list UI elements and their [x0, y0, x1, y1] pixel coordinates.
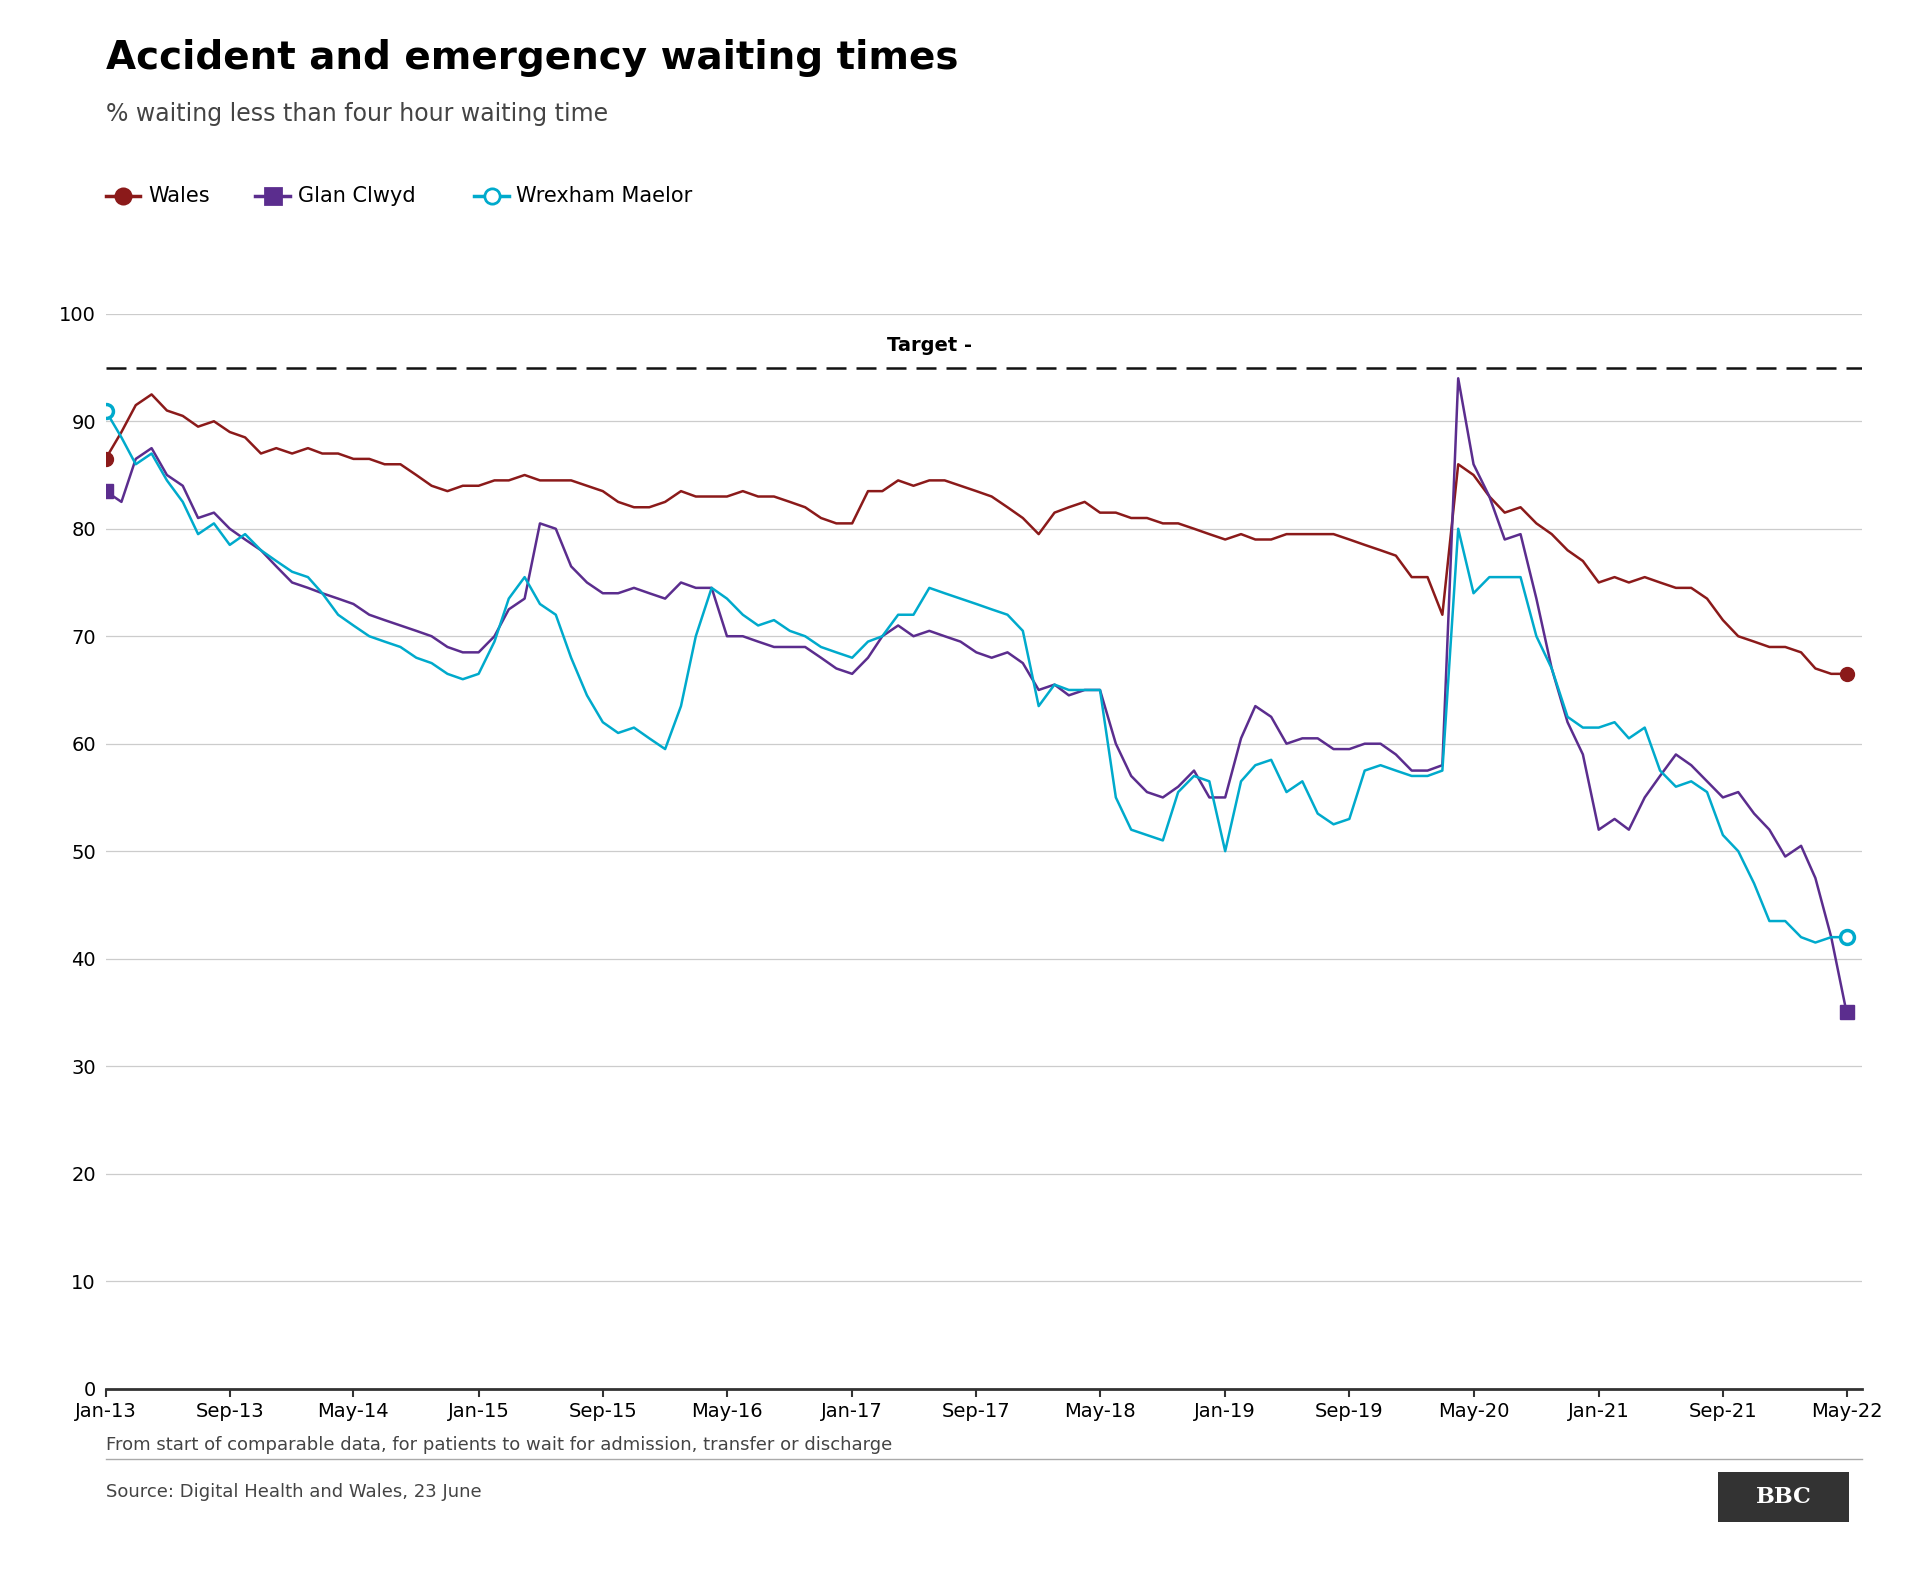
Text: Accident and emergency waiting times: Accident and emergency waiting times [106, 39, 958, 77]
Text: Wales: Wales [148, 187, 209, 206]
Text: From start of comparable data, for patients to wait for admission, transfer or d: From start of comparable data, for patie… [106, 1436, 893, 1453]
Text: Source: Digital Health and Wales, 23 June: Source: Digital Health and Wales, 23 Jun… [106, 1483, 482, 1500]
Text: BBC: BBC [1755, 1486, 1812, 1508]
Text: Target -: Target - [887, 336, 972, 355]
Text: Wrexham Maelor: Wrexham Maelor [516, 187, 693, 206]
Text: Glan Clwyd: Glan Clwyd [298, 187, 415, 206]
Text: % waiting less than four hour waiting time: % waiting less than four hour waiting ti… [106, 102, 609, 126]
